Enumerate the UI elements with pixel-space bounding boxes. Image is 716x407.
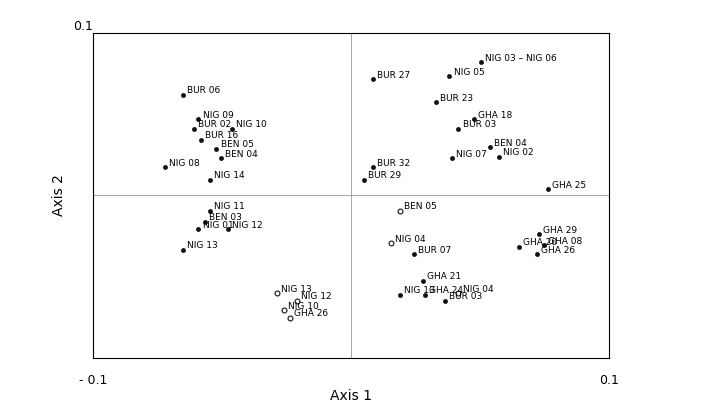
Text: NIG 13: NIG 13 [405,286,435,295]
Text: GHA 25: GHA 25 [552,181,586,190]
Text: NIG 14: NIG 14 [214,171,244,180]
Text: GHA 26: GHA 26 [294,309,329,318]
Text: Axis 2: Axis 2 [52,175,67,216]
Text: BUR 06: BUR 06 [187,86,220,95]
Text: GHA 18: GHA 18 [478,111,513,120]
Text: NIG 09: NIG 09 [203,111,233,120]
Text: BEN 04: BEN 04 [225,150,258,159]
Text: BEN 05: BEN 05 [221,140,253,149]
Text: BEN 05: BEN 05 [405,202,437,212]
Text: NIG 04: NIG 04 [395,235,426,244]
Text: BUR 02: BUR 02 [198,120,231,129]
Text: NIG 05: NIG 05 [454,68,485,77]
Text: NIG 08: NIG 08 [169,159,200,168]
Text: BEN 04: BEN 04 [494,139,527,148]
Text: NIG 12: NIG 12 [301,292,332,302]
Text: BUR 32: BUR 32 [377,159,410,168]
Text: 0.1: 0.1 [599,374,619,387]
Text: GHA 20: GHA 20 [523,238,557,247]
Text: NIG 02: NIG 02 [503,148,533,157]
Text: - 0.1: - 0.1 [79,374,107,387]
Text: BEN 03: BEN 03 [209,213,242,222]
Text: BUR 03: BUR 03 [449,292,483,302]
Text: NIG 07: NIG 07 [456,150,487,159]
Text: NIG 04: NIG 04 [463,284,493,294]
Text: BUR 07: BUR 07 [417,246,451,255]
Text: NIG 10: NIG 10 [236,120,267,129]
Text: GHA 08: GHA 08 [548,236,582,245]
Text: GHA 26: GHA 26 [541,246,575,255]
Text: NIG 01: NIG 01 [203,221,233,230]
Text: GHA 21: GHA 21 [427,272,461,281]
Text: NIG 13: NIG 13 [281,284,311,294]
Text: BUR 03: BUR 03 [463,120,496,129]
Text: BUR 29: BUR 29 [369,171,402,180]
Text: GHA 24: GHA 24 [429,286,463,295]
Text: BUR 16: BUR 16 [205,131,238,140]
Text: NIG 03 – NIG 06: NIG 03 – NIG 06 [485,54,557,63]
Text: 0.1: 0.1 [73,20,93,33]
Text: BUR 27: BUR 27 [377,71,410,80]
Text: BUR 23: BUR 23 [440,94,473,103]
Text: NIG 11: NIG 11 [214,202,245,212]
Text: Axis 1: Axis 1 [330,389,372,403]
Text: NIG 13: NIG 13 [187,241,218,250]
Text: NIG 10: NIG 10 [288,302,319,311]
Text: GHA 29: GHA 29 [543,226,577,235]
Text: NIG 12: NIG 12 [232,221,262,230]
